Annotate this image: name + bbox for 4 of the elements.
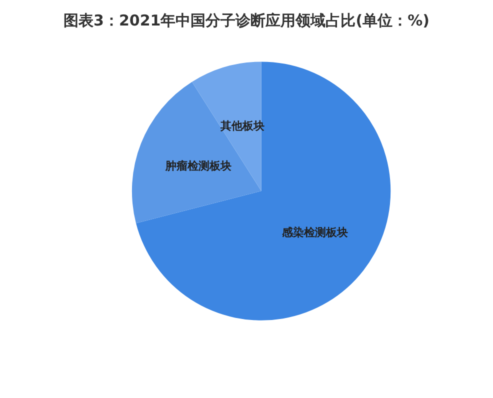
slice-label: 其他板块 [219, 120, 264, 133]
chart-title: 图表3：2021年中国分子诊断应用领域占比(单位：%) [64, 12, 430, 30]
slice-label: 感染检测板块 [280, 226, 348, 240]
slice-label: 肿瘤检测板块 [164, 160, 232, 173]
